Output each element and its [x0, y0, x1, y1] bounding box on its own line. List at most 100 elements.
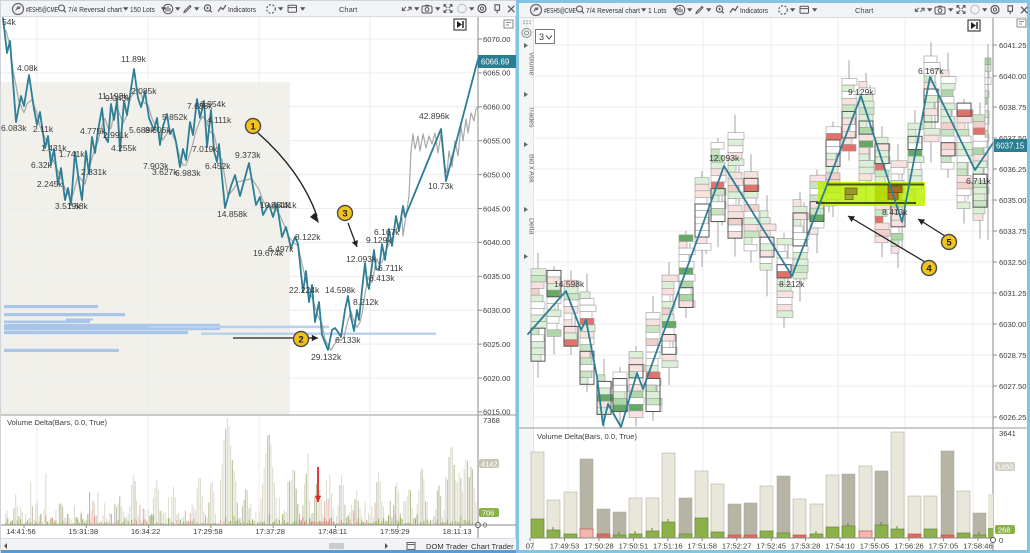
- svg-text:9.043k: 9.043k: [105, 93, 131, 103]
- svg-text:6.983k: 6.983k: [175, 168, 201, 178]
- svg-text:7/4 Reversal chart: 7/4 Reversal chart: [68, 5, 122, 14]
- svg-text:17:54:10: 17:54:10: [825, 542, 855, 551]
- svg-text:17:56:26: 17:56:26: [894, 542, 924, 551]
- svg-text:4.111k: 4.111k: [207, 115, 232, 125]
- svg-text:7.903k: 7.903k: [143, 161, 169, 171]
- svg-text:6035.00: 6035.00: [483, 272, 510, 281]
- svg-text:6035.00: 6035.00: [999, 196, 1026, 205]
- svg-text:3: 3: [342, 209, 347, 220]
- svg-text:6.711k: 6.711k: [378, 263, 404, 273]
- svg-text:#ESH5@CME: #ESH5@CME: [26, 5, 58, 14]
- svg-text:6.133k: 6.133k: [335, 335, 361, 345]
- svg-text:10.73k: 10.73k: [428, 181, 454, 191]
- svg-text:7.019k: 7.019k: [192, 144, 218, 154]
- svg-text:6.711k: 6.711k: [966, 176, 992, 186]
- svg-text:11.193k: 11.193k: [98, 91, 128, 101]
- svg-text:9.129k: 9.129k: [848, 87, 874, 97]
- svg-text:17:52:27: 17:52:27: [722, 542, 752, 551]
- svg-text:17:50:28: 17:50:28: [584, 542, 614, 551]
- svg-text:4: 4: [926, 264, 932, 275]
- svg-text:7/4 Reversal chart: 7/4 Reversal chart: [586, 6, 640, 15]
- svg-text:3641: 3641: [999, 429, 1016, 438]
- svg-text:3.627k: 3.627k: [152, 167, 178, 177]
- svg-text:6.497k: 6.497k: [268, 244, 294, 254]
- svg-text:6040.00: 6040.00: [483, 238, 510, 247]
- svg-text:5.852k: 5.852k: [162, 112, 188, 122]
- svg-text:17:58:46: 17:58:46: [963, 542, 993, 551]
- svg-text:16:34:22: 16:34:22: [131, 527, 161, 536]
- svg-text:6065.00: 6065.00: [483, 69, 510, 78]
- svg-text:268: 268: [998, 526, 1010, 535]
- svg-text:10.451k: 10.451k: [260, 200, 291, 210]
- svg-text:Chart: Chart: [855, 6, 874, 15]
- svg-text:6030.00: 6030.00: [483, 306, 510, 315]
- svg-text:7.688k: 7.688k: [187, 101, 213, 111]
- svg-text:6025.00: 6025.00: [483, 340, 510, 349]
- svg-text:1.741k: 1.741k: [59, 149, 85, 159]
- svg-text:1.68k: 1.68k: [67, 201, 89, 211]
- svg-text:54k: 54k: [2, 17, 16, 27]
- svg-text:14.858k: 14.858k: [217, 209, 248, 219]
- svg-text:6031.25: 6031.25: [999, 289, 1026, 298]
- svg-text:17:51:16: 17:51:16: [653, 542, 683, 551]
- svg-text:2.991k: 2.991k: [103, 130, 129, 140]
- svg-text:22.224k: 22.224k: [289, 285, 320, 295]
- svg-text:6.167k: 6.167k: [918, 66, 944, 76]
- svg-text:17:57:05: 17:57:05: [929, 542, 959, 551]
- svg-text:17:49:53: 17:49:53: [550, 542, 580, 551]
- svg-text:9.373k: 9.373k: [235, 150, 261, 160]
- svg-text:17:51:58: 17:51:58: [687, 542, 717, 551]
- svg-text:Indicators: Indicators: [228, 5, 256, 14]
- svg-text:1450: 1450: [997, 463, 1013, 472]
- svg-text:Volume Delta(Bars, 0.0, True): Volume Delta(Bars, 0.0, True): [7, 418, 107, 427]
- svg-text:6027.50: 6027.50: [999, 382, 1026, 391]
- svg-text:6037.15: 6037.15: [996, 142, 1025, 151]
- svg-text:42.896k: 42.896k: [419, 111, 450, 121]
- svg-text:17:48:11: 17:48:11: [318, 527, 347, 536]
- svg-text:Trades: Trades: [528, 106, 535, 128]
- svg-text:11.89k: 11.89k: [121, 54, 147, 64]
- svg-text:4142: 4142: [481, 460, 497, 469]
- svg-text:8.413k: 8.413k: [882, 207, 908, 217]
- svg-text:150 Lots: 150 Lots: [130, 5, 155, 14]
- svg-text:6032.50: 6032.50: [999, 258, 1026, 267]
- svg-text:15:31:38: 15:31:38: [69, 527, 99, 536]
- svg-text:6045.00: 6045.00: [483, 204, 510, 213]
- svg-text:Bid x Ask: Bid x Ask: [528, 154, 535, 183]
- svg-text:6037.50: 6037.50: [999, 134, 1026, 143]
- svg-text:2.085k: 2.085k: [131, 86, 157, 96]
- svg-text:6050.00: 6050.00: [483, 170, 510, 179]
- svg-text:17:29:58: 17:29:58: [193, 527, 223, 536]
- svg-text:6028.75: 6028.75: [999, 351, 1026, 360]
- svg-text:12.093k: 12.093k: [346, 254, 377, 264]
- svg-text:2.831k: 2.831k: [81, 167, 107, 177]
- svg-text:14.598k: 14.598k: [325, 285, 356, 295]
- svg-text:3: 3: [539, 32, 544, 42]
- svg-text:6020.00: 6020.00: [483, 374, 510, 383]
- svg-text:18:11:13: 18:11:13: [443, 527, 472, 536]
- svg-text:#ESH5@CME: #ESH5@CME: [544, 6, 576, 15]
- svg-text:2: 2: [298, 335, 303, 346]
- svg-text:17:59:29: 17:59:29: [380, 527, 410, 536]
- svg-text:8.606k: 8.606k: [145, 125, 171, 135]
- svg-text:6030.00: 6030.00: [999, 320, 1026, 329]
- svg-text:6026.25: 6026.25: [999, 413, 1026, 422]
- svg-text:6038.75: 6038.75: [999, 103, 1026, 112]
- svg-text:2.245k: 2.245k: [37, 179, 63, 189]
- svg-text:6036.25: 6036.25: [999, 165, 1026, 174]
- svg-text:Volume Delta(Bars, 0.0, True): Volume Delta(Bars, 0.0, True): [537, 432, 637, 441]
- svg-text:1.431k: 1.431k: [41, 143, 67, 153]
- svg-text:6015.00: 6015.00: [483, 408, 510, 417]
- svg-text:6033.75: 6033.75: [999, 227, 1026, 236]
- svg-text:6.954k: 6.954k: [200, 99, 226, 109]
- svg-text:Chart Trader: Chart Trader: [471, 542, 514, 551]
- svg-text:6066.69: 6066.69: [481, 58, 509, 67]
- svg-text:706: 706: [482, 509, 494, 518]
- svg-text:6.167k: 6.167k: [374, 227, 400, 237]
- svg-text:5.689k: 5.689k: [129, 125, 155, 135]
- svg-text:12.093k: 12.093k: [709, 153, 740, 163]
- svg-text:07: 07: [526, 542, 534, 551]
- svg-text:4.775k: 4.775k: [80, 126, 106, 136]
- svg-text:8.212k: 8.212k: [353, 297, 379, 307]
- svg-text:17:37:28: 17:37:28: [255, 527, 285, 536]
